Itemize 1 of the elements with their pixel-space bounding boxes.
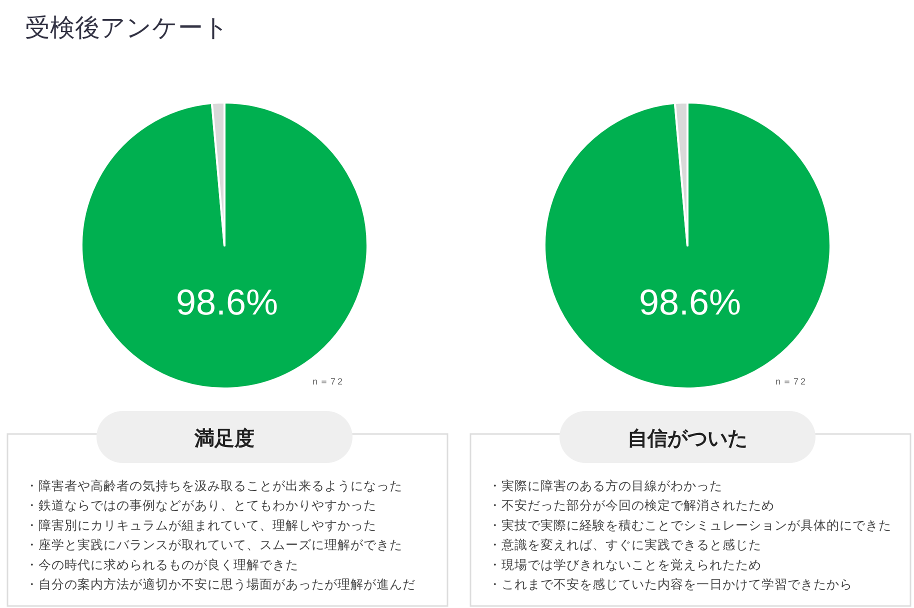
title: 受検後アンケート — [25, 14, 229, 42]
